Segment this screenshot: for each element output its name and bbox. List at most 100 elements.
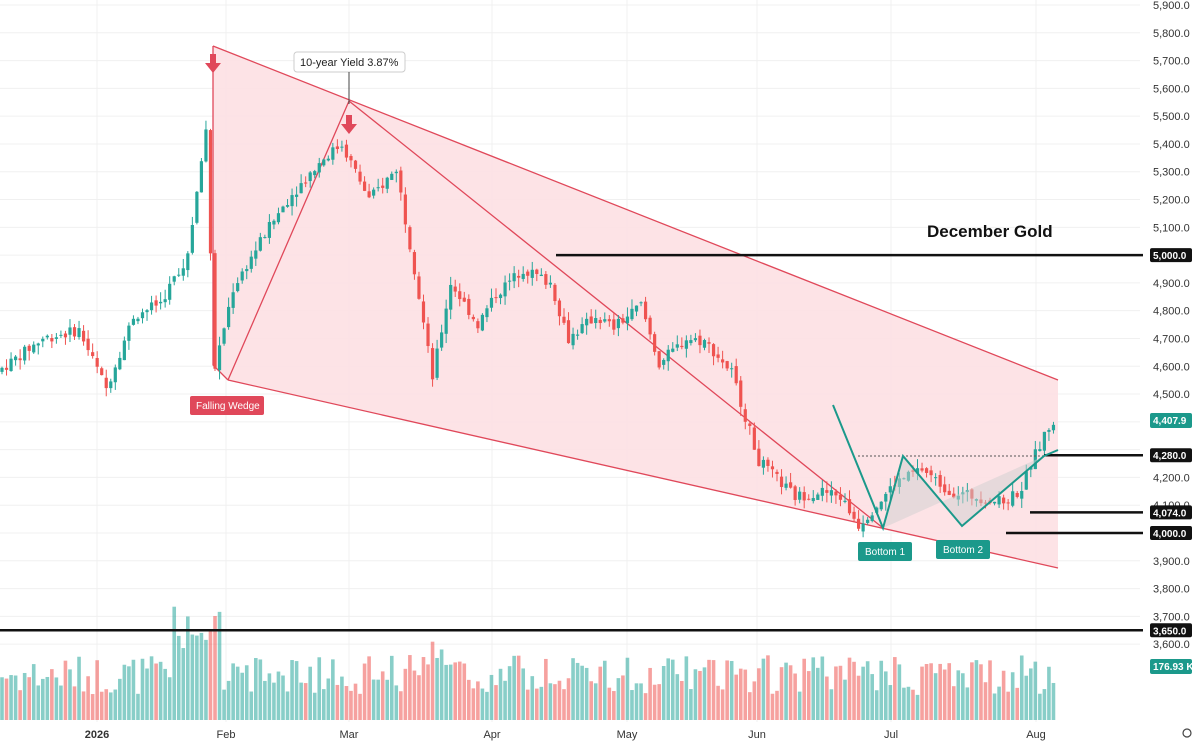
volume-bar <box>784 662 788 720</box>
candle-body <box>340 146 344 148</box>
candle-body <box>145 310 149 313</box>
candle-body <box>344 144 349 158</box>
candle-body <box>730 368 734 370</box>
candle-body <box>290 195 294 207</box>
candle-body <box>417 276 421 299</box>
volume-bar <box>924 664 929 720</box>
candle-body <box>299 183 303 194</box>
volume-bar <box>385 679 390 720</box>
volume-bar <box>476 681 480 720</box>
candle-body <box>648 317 652 335</box>
candle-body <box>503 282 507 297</box>
candle-body <box>521 273 525 279</box>
settings-icon[interactable] <box>1182 728 1192 738</box>
candle-body <box>938 475 942 487</box>
candle-body <box>449 284 453 310</box>
x-tick-label: May <box>617 729 638 741</box>
volume-bar <box>95 660 99 720</box>
volume-bar <box>154 663 158 720</box>
chart-title: December Gold <box>927 222 1053 241</box>
volume-bar <box>621 675 625 720</box>
candle-body <box>666 349 670 362</box>
volume-bar <box>444 664 448 720</box>
volume-bar <box>757 668 761 720</box>
volume-bar <box>557 680 562 720</box>
candle-body <box>566 320 571 344</box>
candle-body <box>630 308 634 320</box>
candle-body <box>607 319 611 322</box>
candle-body <box>86 338 90 351</box>
y-tick-label: 4,900.0 <box>1153 278 1190 290</box>
volume-bar <box>602 660 607 720</box>
volume-bar <box>435 657 439 720</box>
volume-bar <box>666 658 671 720</box>
volume-bar <box>938 663 942 720</box>
volume-bar <box>725 660 729 720</box>
volume-bar <box>439 649 444 720</box>
volume-bar <box>734 674 739 720</box>
candle-body <box>204 129 208 162</box>
volume-bar <box>1006 691 1010 720</box>
volume-bar <box>208 629 213 720</box>
volume-bar <box>1047 666 1051 720</box>
volume-bar <box>707 659 711 720</box>
candle-body <box>852 511 856 519</box>
candle-body <box>888 486 892 493</box>
candle-body <box>675 344 679 348</box>
volume-bar <box>276 671 281 720</box>
volume-bar <box>417 675 421 720</box>
volume-bar <box>340 676 344 720</box>
candle-body <box>367 191 371 198</box>
volume-bar <box>335 684 340 720</box>
candle-body <box>653 334 657 352</box>
volume-bar <box>970 662 974 720</box>
candle-body <box>793 486 797 501</box>
red-arrow-icon <box>341 115 357 134</box>
volume-bar <box>421 657 426 720</box>
candle-body <box>471 316 475 320</box>
volume-bar <box>186 616 190 720</box>
volume-bar <box>140 658 145 720</box>
candle-body <box>430 348 435 380</box>
volume-bar <box>525 689 530 720</box>
volume-bar <box>172 606 177 720</box>
candle-body <box>639 302 643 304</box>
volume-bar <box>874 690 879 720</box>
candle-body <box>285 205 290 207</box>
candle-body <box>693 338 698 341</box>
volume-bar <box>634 683 639 720</box>
candle-body <box>294 194 299 197</box>
volume-bar <box>906 686 911 720</box>
candle-body <box>476 321 480 329</box>
candle-body <box>335 146 339 150</box>
volume-bar <box>639 683 643 720</box>
volume-bar <box>580 665 584 720</box>
candle-body <box>313 171 317 176</box>
candle-body <box>992 501 997 504</box>
volume-bar <box>544 658 548 720</box>
volume-bar <box>158 661 163 720</box>
volume-bar <box>942 669 947 720</box>
x-tick-label: Jun <box>748 729 766 741</box>
volume-bar <box>72 686 77 720</box>
yield-label: 10-year Yield 3.87% <box>300 57 399 69</box>
volume-label: 176.93 K <box>1153 662 1194 673</box>
y-tick-label: 4,500.0 <box>1153 389 1190 401</box>
candle-body <box>376 187 380 189</box>
volume-bar <box>145 668 149 720</box>
volume-bar <box>951 686 956 720</box>
candle-body <box>272 220 276 225</box>
volume-bar <box>244 665 249 720</box>
red-arrow-icon <box>205 54 221 73</box>
volume-bar <box>584 667 589 720</box>
volume-bar <box>834 666 838 720</box>
candle-body <box>920 468 924 471</box>
time-axis: 2026 Feb Mar Apr May Jun Jul Aug <box>85 729 1046 741</box>
candle-body <box>1006 502 1010 504</box>
last-price-tag: 4,407.9 <box>1150 413 1192 428</box>
volume-bar <box>190 634 195 720</box>
y-tick-label: 5,100.0 <box>1153 222 1190 234</box>
candle-body <box>349 156 353 161</box>
volume-bar <box>380 671 385 720</box>
volume-bar <box>797 691 802 720</box>
